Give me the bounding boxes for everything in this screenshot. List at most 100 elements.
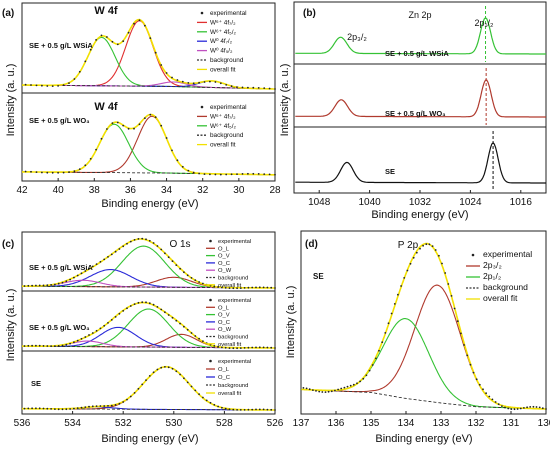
x-tick-label: 30: [233, 185, 245, 196]
panel-c-label: (c): [2, 239, 14, 250]
panel-c-se-experimental-point: [145, 379, 147, 381]
panel-d-se-experimental-point: [419, 247, 421, 250]
panel-c-sample-bottom: SE: [31, 379, 41, 388]
panel-c-wo3-experimental-point: [243, 347, 246, 349]
panel-d-se-experimental-point: [362, 377, 365, 380]
panel-c-se-experimental-point: [274, 409, 276, 411]
panel-d-se-experimental-point: [359, 380, 361, 383]
panel-c-bottom-frame: [21, 350, 276, 415]
panel-c-wo3-experimental-point: [179, 322, 182, 325]
panel-d-se-experimental-point: [412, 256, 415, 259]
panel-d-se-experimental-point: [384, 332, 387, 334]
panel-c-wo3-experimental-point: [145, 301, 147, 304]
legend-label: W⁶⁺ 4f₅/₂: [210, 29, 236, 36]
legend-label: W⁰ 4f₅/₂: [210, 48, 233, 55]
legend-label: overall fit: [210, 142, 236, 149]
panel-d-se-experimental-point: [343, 386, 346, 389]
panel-d-se-experimental-point: [513, 408, 516, 411]
panel-a-wo3-experimental-point: [241, 173, 244, 175]
panel-a-wo3-experimental-point: [209, 173, 211, 176]
panel-a-wo3-experimental-point: [252, 172, 255, 175]
panel-c-wo3-experimental-point: [69, 342, 71, 345]
x-tick-label: 137: [293, 418, 310, 429]
x-tick-label: 42: [16, 185, 28, 196]
panel-c-wsia-experimental-point: [156, 245, 159, 247]
panel-d-se-experimental-point: [415, 251, 418, 254]
panel-a-wsia-experimental-point: [219, 82, 222, 85]
panel-c-wo3-experimental-point: [114, 316, 117, 318]
panel-a-wo3-experimental-point: [160, 124, 163, 127]
panel-c-se-experimental-point: [42, 407, 45, 410]
panel-d-se-experimental-point: [375, 357, 377, 360]
panel-b-peak-label-2p32: 2p₃/₂: [347, 32, 367, 42]
panel-c-wo3-experimental-point: [164, 311, 166, 314]
panel-c-wsia-experimental-point: [65, 280, 68, 283]
panel-a-wo3-experimental-point: [274, 173, 276, 176]
panel-a-wo3-experimental-point: [133, 127, 135, 130]
panel-a-wsia-experimental-point: [198, 81, 201, 84]
panel-c-wsia-experimental-point: [255, 286, 257, 289]
panel-a-wsia-experimental-point: [133, 22, 135, 25]
legend-label: O_L: [218, 305, 230, 311]
panel-c-wsia-experimental-point: [38, 284, 41, 287]
panel-c-wsia-experimental-point: [258, 286, 261, 289]
panel-c-wsia-experimental-point: [133, 239, 136, 241]
panel-c-wsia-experimental-point: [228, 287, 231, 289]
legend-label: O_C: [218, 261, 230, 267]
panel-c-wsia-experimental-point: [46, 284, 49, 287]
x-tick-label: 1048: [308, 197, 331, 208]
panel-c-wo3-experimental-point: [99, 327, 102, 330]
panel-d-se-experimental-point: [456, 320, 459, 323]
panel-c-se-experimental-point: [61, 408, 64, 411]
panel-c-wsia-experimental-point: [91, 265, 94, 268]
panel-c-wsia-experimental-point: [54, 283, 56, 286]
panel-c-wo3-experimental-point: [274, 347, 276, 349]
panel-c-wo3-experimental-point: [148, 302, 151, 305]
panel-d-se-experimental-point: [431, 245, 434, 248]
panel-c-se-experimental-point: [57, 408, 60, 411]
panel-a-wsia-experimental-point: [252, 86, 255, 89]
panel-c-wsia-experimental-point: [42, 284, 45, 287]
panel-a-wo3-experimental-point: [247, 172, 249, 175]
panel-a-wsia-experimental-point: [149, 37, 152, 39]
panel-d-se-experimental-point: [463, 344, 465, 346]
panel-d-se-experimental-point: [519, 407, 522, 410]
panel-a-wo3-experimental-point: [263, 173, 266, 176]
panel-c-wsia-experimental-point: [247, 286, 250, 289]
panel-d-se-experimental-point: [507, 407, 510, 410]
panel-c-se-experimental-point: [179, 373, 182, 376]
panel-d-se-experimental-point: [381, 341, 384, 344]
panel-d-se-experimental-point: [349, 384, 352, 387]
legend-label: W⁰ 4f₇/₂: [210, 38, 233, 45]
legend-marker: [200, 105, 204, 109]
panel-c-wo3-experimental-point: [95, 329, 98, 332]
panel-c-wsia-experimental-point: [35, 284, 37, 287]
panel-d-se-experimental-point: [428, 243, 431, 246]
panel-c-wsia-experimental-point: [110, 253, 113, 256]
panel-c-wsia-experimental-point: [141, 237, 144, 240]
legend-label: experimental: [218, 298, 251, 304]
panel-c-wsia-experimental-point: [84, 270, 87, 272]
panel-c-se-experimental-point: [38, 407, 41, 410]
panel-c-wsia-experimental-point: [266, 286, 269, 289]
panel-c-wsia-experimental-point: [99, 260, 102, 263]
panel-c-wsia-experimental-point: [270, 286, 273, 289]
panel-c-wsia-experimental-point: [76, 274, 79, 277]
panel-c-se-experimental-point: [88, 405, 90, 408]
x-tick-label: 135: [363, 418, 380, 429]
panel-a-wsia-experimental-point: [106, 36, 108, 38]
x-tick-label: 133: [433, 418, 450, 429]
panel-d-se-experimental-point: [538, 406, 541, 409]
panel-c-wo3-experimental-point: [251, 346, 254, 349]
panel-d-se-experimental-point: [352, 383, 355, 386]
panel-c-wsia-experimental-point: [61, 281, 64, 284]
panel-c-se-experimental-point: [73, 407, 75, 410]
panel-c-se-experimental-point: [247, 408, 250, 411]
panel-c-wsia-experimental-point: [232, 287, 235, 290]
panel-d-sample: SE: [313, 272, 324, 281]
panel-d-se-experimental-point: [356, 382, 358, 385]
panel-b-spectrum-2: [295, 79, 546, 118]
panel-c-wsia-experimental-point: [198, 281, 201, 283]
panel-c-se-experimental-point: [221, 406, 223, 409]
panel-c-se-experimental-point: [148, 375, 151, 377]
